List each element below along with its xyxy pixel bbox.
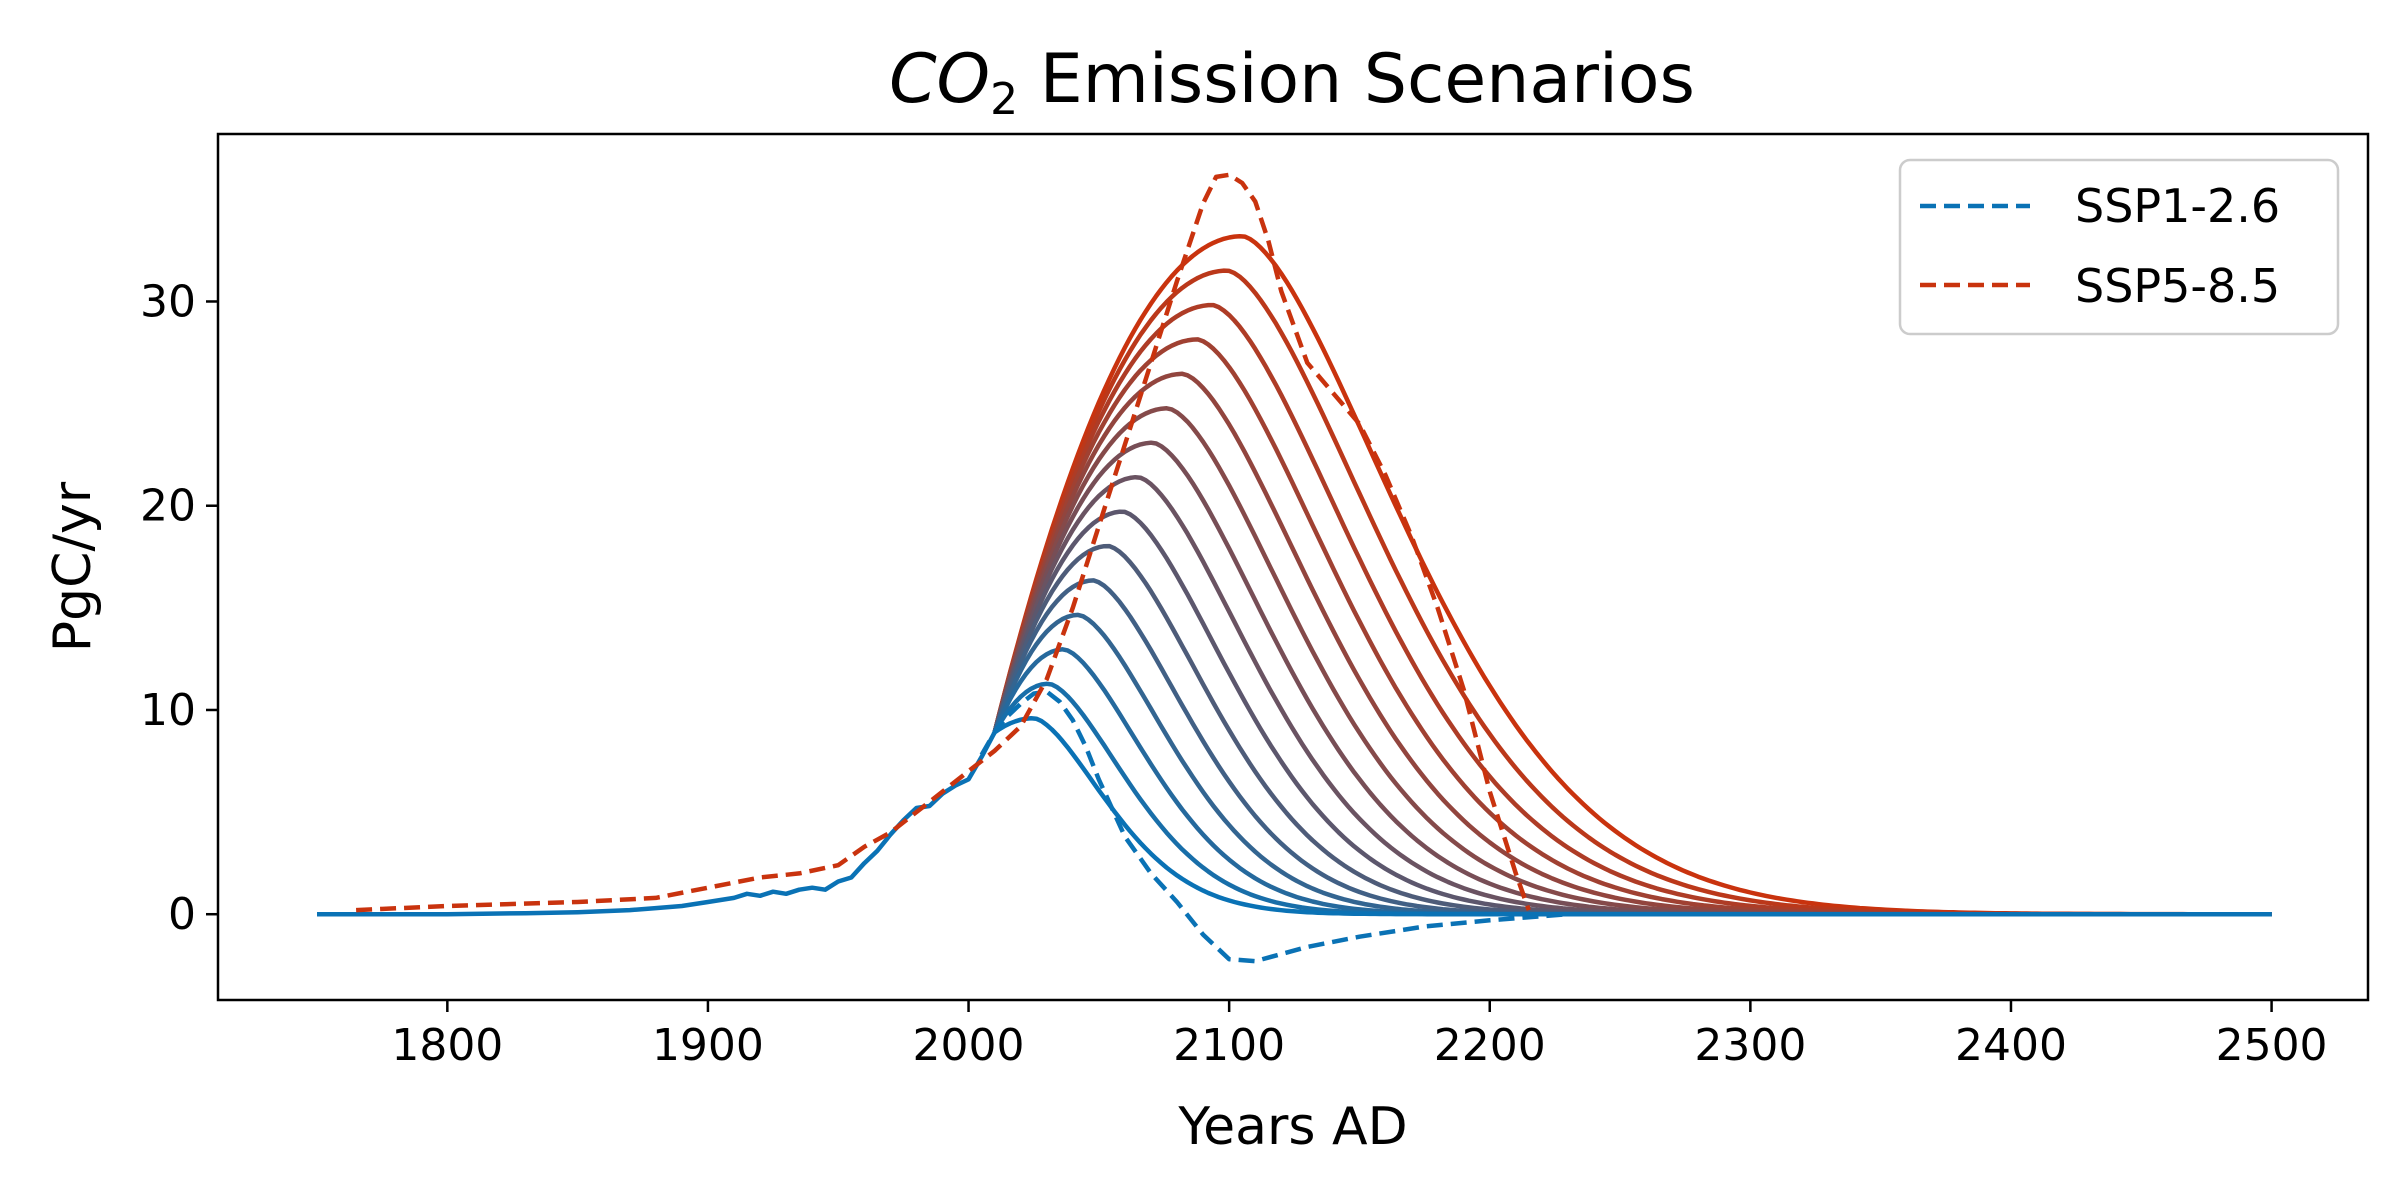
y-tick-label: 20 xyxy=(140,481,196,532)
x-axis: 1800 1900 2000 2100 2200 2300 2400 2500 xyxy=(391,1000,2328,1071)
x-tick-label: 2300 xyxy=(1694,1020,1806,1071)
x-tick-label: 1900 xyxy=(652,1020,764,1071)
scenario-line-10 xyxy=(992,406,2272,917)
y-tick-label: 10 xyxy=(140,685,196,736)
chart-title-subscript: 2 xyxy=(990,74,1018,125)
scenario-line-8 xyxy=(992,474,2272,917)
plot-frame xyxy=(216,132,2370,1002)
x-axis-label: Years AD xyxy=(1177,1097,1407,1157)
plot-area xyxy=(317,172,2272,964)
series-line-ssp1-2.6 xyxy=(979,689,1569,964)
chart-title-main: CO xyxy=(889,40,990,119)
x-tick-label: 2000 xyxy=(913,1020,1025,1071)
legend-label-ssp5: SSP5-8.5 xyxy=(2075,259,2280,313)
legend: SSP1-2.6 SSP5-8.5 xyxy=(1898,158,2340,336)
historical-line xyxy=(317,731,997,917)
scenario-line-6 xyxy=(992,543,2272,917)
x-tick-label: 2400 xyxy=(1955,1020,2067,1071)
scenario-line-3 xyxy=(992,647,2272,917)
scenario-line-11 xyxy=(992,371,2272,917)
x-tick-label: 2100 xyxy=(1173,1020,1285,1071)
scenario-line-4 xyxy=(992,612,2272,917)
y-tick-label: 0 xyxy=(168,889,196,940)
chart-title: CO2 Emission Scenarios xyxy=(889,40,1695,125)
legend-box xyxy=(1898,158,2340,336)
legend-label-ssp1: SSP1-2.6 xyxy=(2075,179,2280,233)
series-line-ssp5-8.5 xyxy=(355,172,1531,913)
scenario-line-13 xyxy=(992,302,2272,917)
y-tick-label: 30 xyxy=(140,276,196,327)
x-tick-label: 2200 xyxy=(1434,1020,1546,1071)
x-tick-label: 2500 xyxy=(2216,1020,2328,1071)
scenario-line-12 xyxy=(992,337,2272,917)
chart-title-rest: Emission Scenarios xyxy=(1018,40,1695,119)
x-tick-label: 1800 xyxy=(391,1020,503,1071)
y-axis: 0 10 20 30 xyxy=(140,276,218,940)
y-axis-label: PgC/yr xyxy=(43,481,103,652)
